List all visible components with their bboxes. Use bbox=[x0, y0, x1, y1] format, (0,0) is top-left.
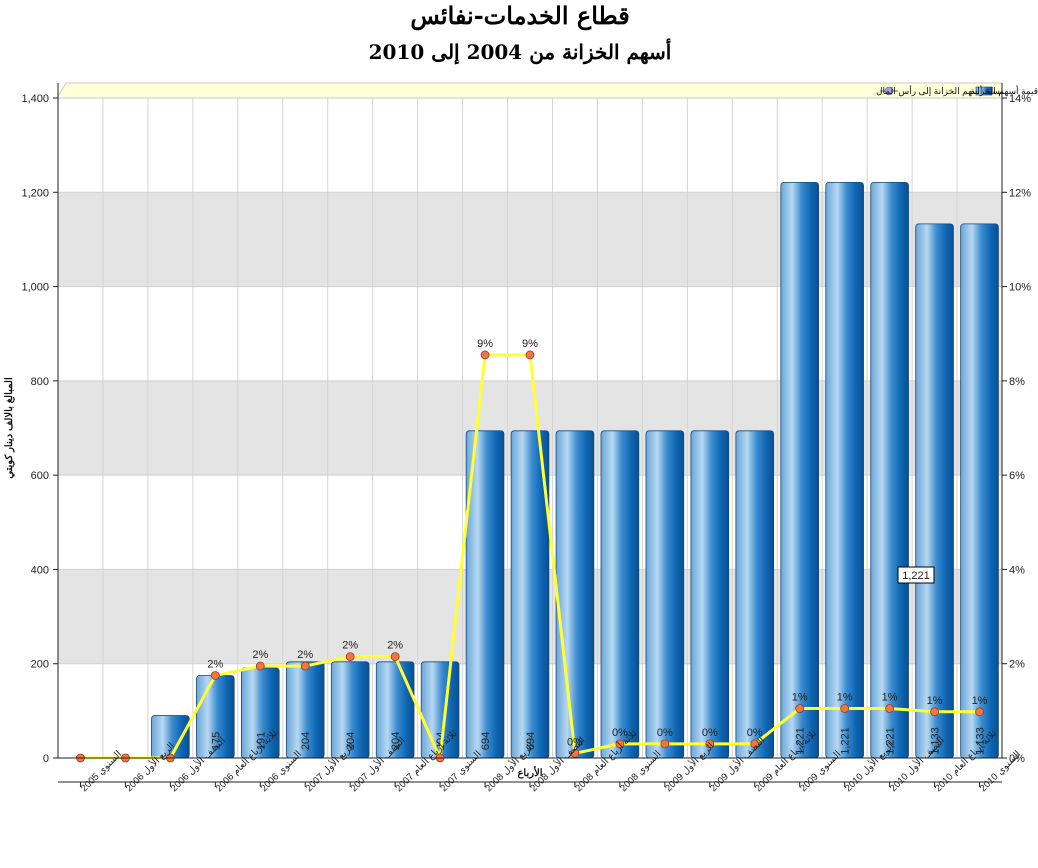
line-point bbox=[570, 748, 580, 758]
line-point bbox=[210, 671, 220, 680]
bar bbox=[555, 430, 595, 759]
line-point bbox=[840, 704, 850, 713]
chart-subtitle: أسهم الخزانة من 2004 إلى 2010 bbox=[369, 38, 672, 65]
line-value-label: 0% bbox=[567, 736, 583, 748]
line-value-label: 2% bbox=[252, 649, 268, 661]
plot-band bbox=[58, 98, 1002, 193]
line-value-label: 0% bbox=[657, 727, 673, 739]
y-tick-label: 1,000 bbox=[21, 282, 49, 294]
line-point bbox=[300, 661, 310, 671]
line-point bbox=[390, 652, 400, 662]
legend-band bbox=[56, 82, 1003, 99]
legend-bar-label: قيمة أسهم الخزانة bbox=[970, 84, 1038, 97]
line-point bbox=[525, 350, 535, 360]
line-value-label: 2% bbox=[387, 640, 403, 652]
bar-value-label: 191 bbox=[255, 732, 267, 750]
y2-tick-label: 10% bbox=[1009, 282, 1031, 294]
legend-bar-swatch bbox=[975, 86, 993, 96]
line-point bbox=[255, 661, 265, 671]
line-point bbox=[795, 704, 805, 713]
y2-tick-label: 8% bbox=[1009, 376, 1025, 388]
bar bbox=[825, 181, 864, 759]
tooltip: 1,221 bbox=[897, 566, 935, 584]
bar bbox=[600, 430, 640, 759]
chart-title: قطاع الخدمات-نفائس bbox=[410, 1, 629, 31]
line-value-label: 0% bbox=[612, 727, 628, 739]
line-series: 2% 2% 2% 2% 2% 9% 9% 0% 0% 0% 0% 0% 1% 1% 1% 1% 1% bbox=[76, 338, 988, 763]
line-value-label: 2% bbox=[342, 640, 358, 652]
y2-tick-label: 14% bbox=[1009, 93, 1031, 105]
bar bbox=[870, 181, 909, 759]
bar-value-label: 1,133 bbox=[975, 727, 987, 755]
bar-value-label: 1,221 bbox=[795, 727, 807, 755]
y2-tick-label: 12% bbox=[1009, 187, 1031, 199]
bar-value-label: 204 bbox=[300, 732, 312, 750]
line-value-label: 2% bbox=[297, 649, 313, 661]
y-axis-title: المبالغ بالالف دينار كويتي bbox=[4, 377, 15, 479]
line-point bbox=[750, 739, 760, 749]
y-tick-label: 1,400 bbox=[21, 93, 49, 105]
bar bbox=[645, 430, 685, 759]
legend-line-marker bbox=[884, 86, 894, 96]
y-tick-label: 200 bbox=[31, 659, 49, 671]
y-tick-label: 1,200 bbox=[21, 187, 49, 199]
line-value-label: 9% bbox=[477, 338, 493, 350]
line-value-label: 1% bbox=[792, 692, 808, 704]
line-point bbox=[480, 350, 490, 360]
line-value-label: 1% bbox=[927, 695, 943, 707]
bar bbox=[780, 181, 819, 759]
bar-series: 175 191 204 204 204 204 694 694 1,221 1,221 1,221 1… bbox=[151, 181, 999, 759]
line-point bbox=[975, 707, 984, 717]
line-point bbox=[885, 704, 895, 713]
y2-tick-label: 0% bbox=[1009, 753, 1025, 765]
line-point bbox=[930, 707, 939, 717]
bar-value-label: 204 bbox=[390, 732, 402, 750]
line-value-label: 2% bbox=[207, 659, 223, 671]
line-value-label: 1% bbox=[882, 692, 898, 704]
tooltip-text: 1,221 bbox=[902, 570, 930, 582]
line-value-label: 0% bbox=[747, 727, 763, 739]
line-point bbox=[705, 739, 715, 749]
line-value-label: 1% bbox=[972, 695, 988, 707]
bar-value-label: 175 bbox=[210, 732, 222, 750]
line-value-label: 9% bbox=[522, 338, 538, 350]
legend-line-label: نسبة أسهم الخزانة إلى رأس المال bbox=[876, 84, 1003, 97]
x-axis-title: الأرباع bbox=[517, 767, 542, 779]
y2-tick-label: 2% bbox=[1009, 659, 1025, 671]
bar bbox=[915, 223, 954, 759]
y2-tick-label: 4% bbox=[1009, 564, 1025, 576]
line-value-label: 1% bbox=[837, 692, 853, 704]
legend: قيمة أسهم الخزانة نسبة أسهم الخزانة إلى … bbox=[56, 82, 1038, 99]
line-value-label: 0% bbox=[702, 727, 718, 739]
bar-value-label: 694 bbox=[525, 732, 537, 750]
y-tick-label: 800 bbox=[31, 376, 49, 388]
bar-value-label: 694 bbox=[480, 732, 492, 750]
bar bbox=[735, 430, 775, 759]
bar-value-label: 1,133 bbox=[930, 727, 942, 755]
y-tick-label: 400 bbox=[31, 564, 49, 576]
bar-value-label: 204 bbox=[345, 732, 357, 750]
line-point bbox=[345, 652, 355, 662]
bar bbox=[960, 223, 999, 759]
line-point bbox=[660, 739, 670, 749]
y-tick-label: 0 bbox=[43, 753, 49, 765]
tooltip-box bbox=[897, 566, 935, 584]
bar-value-label: 1,221 bbox=[885, 727, 897, 755]
bar bbox=[690, 430, 730, 759]
y2-tick-label: 6% bbox=[1009, 470, 1025, 482]
y-tick-label: 600 bbox=[31, 470, 49, 482]
line-point bbox=[615, 739, 625, 749]
bar-value-label: 1,221 bbox=[840, 727, 852, 755]
